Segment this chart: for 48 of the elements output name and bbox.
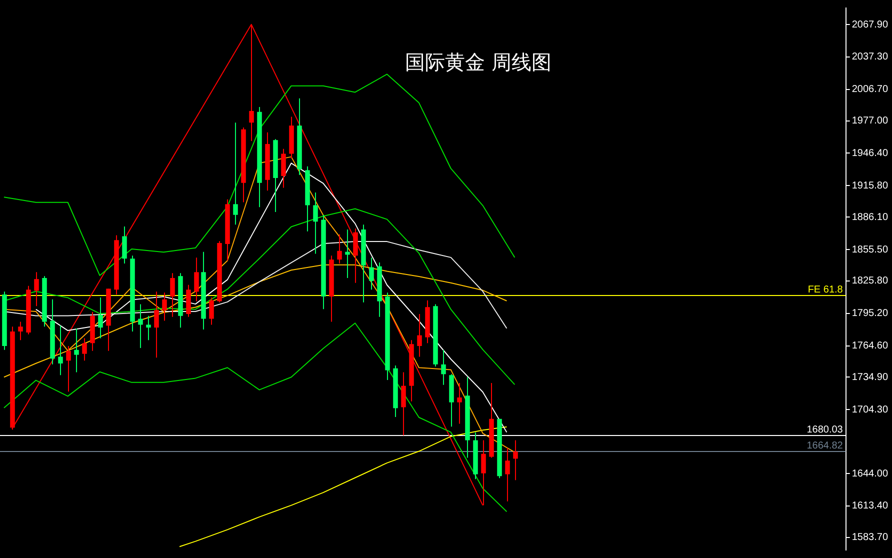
candlestick (505, 448, 510, 502)
candlestick (441, 349, 446, 386)
candlestick (417, 314, 422, 358)
candlestick (146, 315, 151, 341)
ref-line-label: 1664.82 (806, 440, 844, 452)
candlestick (74, 328, 79, 373)
candlestick (233, 122, 238, 226)
y-tick-label: 1855.50 (852, 244, 888, 256)
candlestick (170, 272, 175, 318)
candlestick (353, 228, 358, 284)
y-tick-label: 2037.30 (852, 52, 888, 63)
candlestick (281, 148, 286, 188)
candlestick (313, 192, 318, 254)
candlestick (513, 440, 518, 481)
y-tick-label: 1977.00 (852, 116, 888, 127)
candlestick (162, 292, 167, 322)
ref-line-label: FE 61.8 (808, 284, 844, 296)
candlestick (154, 291, 159, 358)
candlestick (337, 234, 342, 264)
y-tick-label: 1583.70 (852, 532, 888, 544)
candlestick (66, 345, 71, 392)
ref-line-label: 1680.03 (806, 424, 844, 436)
candlestick (18, 321, 23, 341)
y-tick-label: 1704.30 (852, 404, 888, 416)
y-tick-label: 1644.00 (852, 468, 888, 480)
y-tick-label: 1915.80 (852, 180, 888, 192)
y-tick-label: 1886.10 (852, 212, 888, 223)
y-tick-label: 1734.90 (852, 372, 888, 383)
candlestick (369, 257, 374, 290)
y-tick-label: 1795.20 (852, 308, 888, 320)
y-tick-label: 1764.60 (852, 340, 888, 352)
text: 国际黄金 周线图 (405, 49, 552, 76)
y-tick-label: 2006.70 (852, 84, 888, 96)
candlestick (457, 382, 462, 424)
y-tick-label: 1613.40 (852, 500, 888, 512)
candlestick (82, 338, 87, 362)
y-tick-label: 1946.40 (852, 148, 888, 159)
candlestick (34, 272, 39, 307)
candlestick (98, 296, 103, 339)
candlestick (194, 257, 199, 302)
candlestick (401, 372, 406, 436)
candlestick (58, 325, 63, 376)
y-tick-label: 2067.90 (852, 19, 888, 30)
y-tick-label: 1825.80 (852, 276, 888, 287)
candlestick (345, 228, 350, 278)
candlestick (209, 296, 214, 326)
candlestick (122, 226, 127, 264)
candlestick (138, 304, 143, 349)
